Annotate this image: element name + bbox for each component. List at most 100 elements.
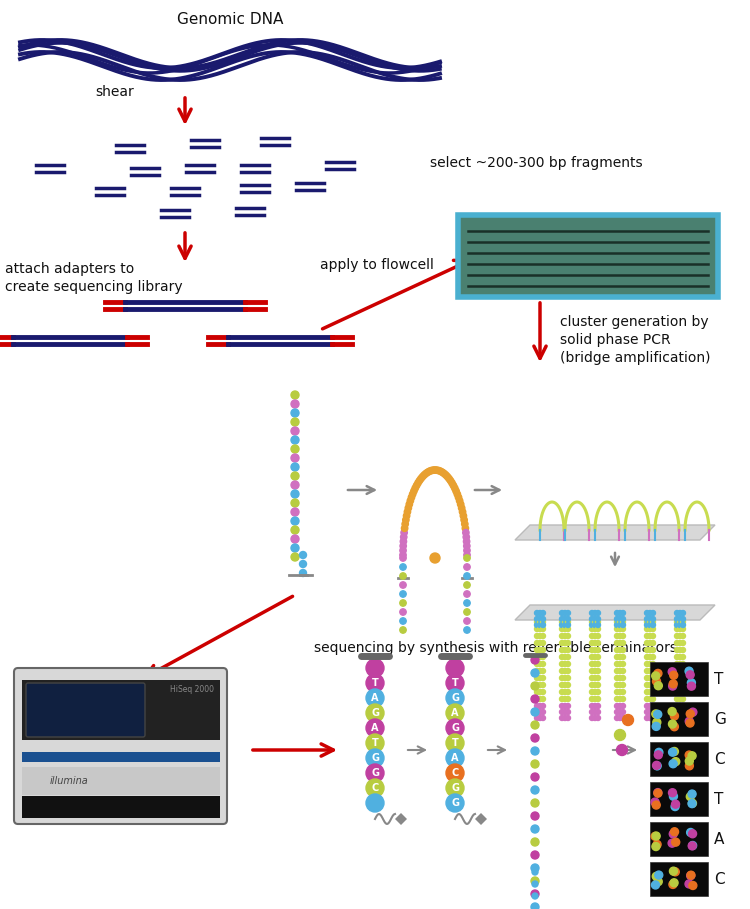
Circle shape <box>291 499 299 507</box>
Circle shape <box>652 832 660 840</box>
Circle shape <box>457 497 463 504</box>
Circle shape <box>464 538 470 544</box>
Circle shape <box>674 654 680 660</box>
Text: G: G <box>371 753 379 763</box>
Circle shape <box>592 715 598 721</box>
Circle shape <box>458 504 465 511</box>
Circle shape <box>620 668 626 674</box>
Circle shape <box>400 552 406 558</box>
Circle shape <box>650 683 656 687</box>
Circle shape <box>562 626 568 632</box>
Text: G: G <box>371 708 379 718</box>
Circle shape <box>462 525 469 532</box>
Circle shape <box>674 704 680 708</box>
Circle shape <box>430 553 440 563</box>
Circle shape <box>686 710 694 718</box>
Circle shape <box>614 647 620 653</box>
Circle shape <box>617 654 622 660</box>
Circle shape <box>644 623 650 627</box>
Circle shape <box>674 668 680 674</box>
Circle shape <box>535 616 539 622</box>
Circle shape <box>614 662 620 666</box>
Circle shape <box>644 616 650 622</box>
Circle shape <box>535 647 539 653</box>
Circle shape <box>652 881 659 889</box>
Circle shape <box>562 647 568 653</box>
Circle shape <box>670 712 679 720</box>
Circle shape <box>400 600 406 606</box>
Circle shape <box>415 480 422 486</box>
Circle shape <box>674 690 680 694</box>
Circle shape <box>688 799 697 807</box>
Circle shape <box>422 471 429 477</box>
Circle shape <box>596 704 601 708</box>
Circle shape <box>566 675 571 681</box>
Circle shape <box>688 790 696 798</box>
Circle shape <box>532 893 538 899</box>
Circle shape <box>446 734 464 752</box>
Circle shape <box>535 620 539 624</box>
Circle shape <box>566 715 571 721</box>
Circle shape <box>464 573 470 579</box>
Circle shape <box>668 682 676 690</box>
Circle shape <box>677 623 682 627</box>
Circle shape <box>401 525 408 532</box>
Circle shape <box>404 513 410 519</box>
Circle shape <box>688 830 697 838</box>
Circle shape <box>677 647 682 653</box>
Circle shape <box>562 710 568 714</box>
Circle shape <box>366 719 384 737</box>
Circle shape <box>688 882 697 890</box>
Circle shape <box>674 696 680 702</box>
Circle shape <box>677 715 682 721</box>
Circle shape <box>562 668 568 674</box>
Circle shape <box>685 880 693 888</box>
Circle shape <box>562 616 568 622</box>
Circle shape <box>614 696 620 702</box>
Circle shape <box>617 647 622 653</box>
Circle shape <box>590 654 595 660</box>
Circle shape <box>560 704 565 708</box>
Circle shape <box>671 803 679 811</box>
Text: T: T <box>714 672 723 686</box>
Circle shape <box>680 668 686 674</box>
Text: G: G <box>451 783 459 793</box>
Circle shape <box>541 626 545 632</box>
Circle shape <box>291 553 299 561</box>
Circle shape <box>688 842 697 850</box>
Text: C: C <box>714 872 724 886</box>
Circle shape <box>620 623 626 627</box>
Circle shape <box>566 696 571 702</box>
Circle shape <box>538 662 542 666</box>
Circle shape <box>686 717 693 725</box>
Circle shape <box>647 662 652 666</box>
Circle shape <box>677 662 682 666</box>
Circle shape <box>444 474 451 480</box>
Circle shape <box>647 623 652 627</box>
Circle shape <box>531 747 539 755</box>
Circle shape <box>431 467 437 474</box>
Circle shape <box>566 626 571 632</box>
Text: A: A <box>371 693 379 703</box>
Circle shape <box>291 490 299 498</box>
Circle shape <box>531 721 539 729</box>
Circle shape <box>670 723 678 731</box>
Circle shape <box>614 654 620 660</box>
Circle shape <box>653 762 662 770</box>
Circle shape <box>560 715 565 721</box>
Circle shape <box>400 564 406 570</box>
Circle shape <box>596 641 601 645</box>
Circle shape <box>403 516 409 523</box>
Circle shape <box>669 680 677 688</box>
Circle shape <box>299 570 307 576</box>
Circle shape <box>566 668 571 674</box>
Circle shape <box>655 748 663 756</box>
Circle shape <box>446 779 464 797</box>
Circle shape <box>366 659 384 677</box>
Circle shape <box>434 467 441 474</box>
Circle shape <box>592 683 598 687</box>
Circle shape <box>674 647 680 653</box>
Circle shape <box>535 662 539 666</box>
Circle shape <box>541 641 545 645</box>
Circle shape <box>674 626 680 632</box>
